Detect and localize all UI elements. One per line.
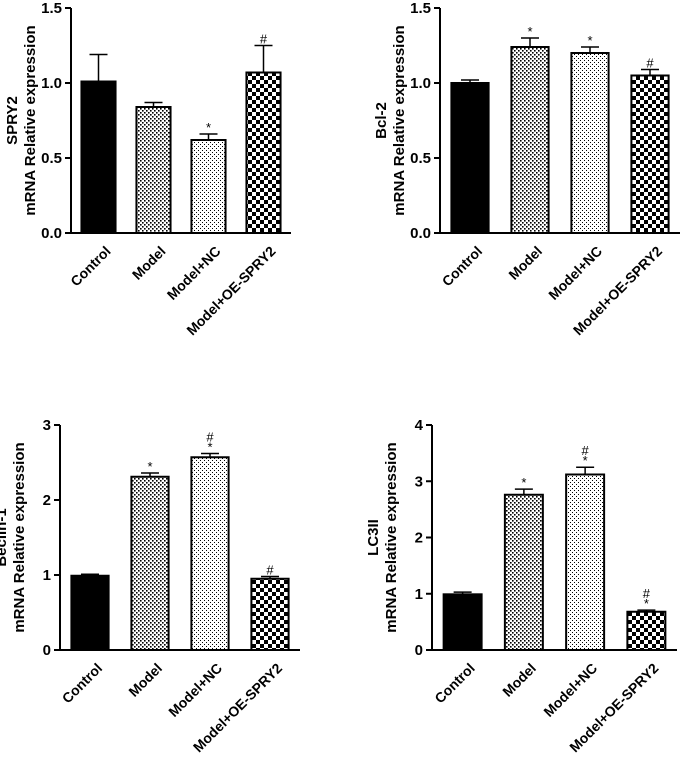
- y-tick-label: 2: [43, 492, 51, 509]
- y-tick-label: 0.0: [41, 225, 62, 242]
- chart-panel: 0 1 2 3 4 LC3II mRNA Relative expression Contro…: [365, 417, 677, 755]
- significance-mark: #: [266, 563, 274, 578]
- y-axis-label-measure: mRNA Relative expression: [11, 442, 28, 632]
- bar: [190, 456, 230, 651]
- chart-panel: 0 1 2 3 Beclin-1 mRNA Relative expression Cont…: [0, 417, 300, 755]
- y-tick-label: 1.5: [41, 0, 62, 17]
- y-tick-label: 0.0: [410, 225, 431, 242]
- y-axis-label-gene: Bcl-2: [373, 102, 390, 139]
- y-tick-label: 0: [415, 642, 423, 659]
- bar: [630, 74, 670, 234]
- significance-mark: *: [207, 440, 212, 455]
- y-axis-label-measure: mRNA Relative expression: [22, 25, 39, 215]
- bar: [250, 577, 290, 651]
- y-tick-label: 0.5: [41, 150, 62, 167]
- significance-mark: #: [260, 32, 268, 47]
- y-axis-label-gene: LC3II: [365, 519, 382, 556]
- y-tick-label: 1: [43, 567, 51, 584]
- category-label: Model+NC: [540, 660, 600, 720]
- y-tick-label: 0.5: [410, 150, 431, 167]
- category-label: Control: [59, 660, 106, 707]
- chart-panel: 0.0 0.5 1.0 1.5 Bcl-2 mRNA Relative expressio…: [373, 0, 680, 338]
- bar: [190, 139, 227, 234]
- y-axis-label-gene: Beclin-1: [0, 508, 10, 566]
- category-label: Model: [129, 243, 169, 283]
- bar: [565, 473, 606, 651]
- category-label: Model: [505, 243, 545, 283]
- y-tick-label: 0: [43, 642, 51, 659]
- bar: [442, 593, 483, 651]
- bar: [70, 574, 110, 651]
- significance-mark: *: [521, 475, 526, 490]
- bar: [503, 493, 544, 651]
- significance-mark: #: [646, 56, 654, 71]
- y-tick-label: 1.0: [41, 75, 62, 92]
- significance-mark: *: [583, 453, 588, 468]
- y-tick-label: 4: [415, 417, 424, 434]
- bar: [510, 46, 550, 234]
- significance-mark: *: [527, 24, 532, 39]
- significance-mark: *: [644, 596, 649, 611]
- significance-mark: *: [587, 33, 592, 48]
- category-label: Model: [499, 660, 539, 700]
- y-tick-label: 2: [415, 530, 423, 547]
- y-axis-label-measure: mRNA Relative expression: [391, 25, 408, 215]
- category-label: Model+NC: [545, 243, 605, 303]
- bar: [570, 52, 610, 234]
- significance-mark: #: [582, 443, 590, 458]
- significance-mark: #: [643, 586, 651, 601]
- chart-panel: 0.0 0.5 1.0 1.5 SPRY2 mRNA Relative expressio…: [4, 0, 291, 338]
- bar: [130, 475, 170, 651]
- significance-mark: *: [147, 459, 152, 474]
- bar: [80, 80, 117, 234]
- bar: [135, 106, 172, 234]
- significance-mark: #: [206, 430, 214, 445]
- y-tick-label: 1.5: [410, 0, 431, 17]
- bar: [450, 82, 490, 234]
- category-label: Model+NC: [164, 243, 224, 303]
- significance-mark: *: [206, 120, 211, 135]
- category-label: Model: [125, 660, 165, 700]
- y-tick-label: 1.0: [410, 75, 431, 92]
- y-axis-label-gene: SPRY2: [4, 96, 21, 145]
- y-tick-label: 3: [415, 473, 423, 490]
- category-label: Control: [439, 243, 486, 290]
- bar: [626, 610, 667, 651]
- y-tick-label: 1: [415, 586, 423, 603]
- bar: [245, 71, 282, 234]
- y-axis-label-measure: mRNA Relative expression: [383, 442, 400, 632]
- category-label: Model+NC: [165, 660, 225, 720]
- category-label: Control: [67, 243, 114, 290]
- category-label: Control: [431, 660, 478, 707]
- y-tick-label: 3: [43, 417, 51, 434]
